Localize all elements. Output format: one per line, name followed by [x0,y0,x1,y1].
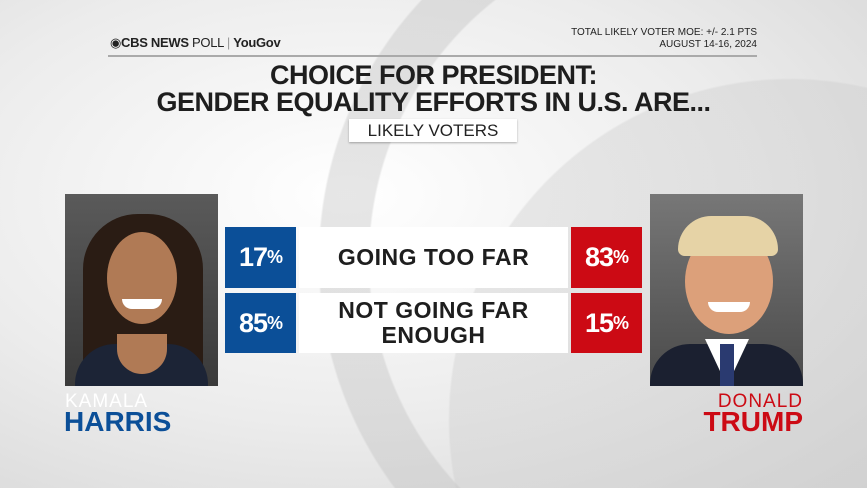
header-divider [108,55,757,57]
row-label: GOING TOO FAR [299,227,568,288]
harris-value: 17% [225,227,296,288]
cbs-eye-icon: ◉ [110,35,122,50]
poll-info: TOTAL LIKELY VOTER MOE: +/- 2.1 PTS AUGU… [571,27,757,51]
row-label: NOT GOING FAR ENOUGH [299,293,568,353]
harris-first-name: KAMALA [65,391,149,412]
trump-value: 15% [571,293,642,353]
cbs-yougov-logo: ◉CBS NEWS POLL | YouGov [110,35,281,50]
likely-voters-badge: LIKELY VOTERS [349,119,517,142]
dates-text: AUGUST 14-16, 2024 [659,39,757,50]
harris-last-name: HARRIS [64,406,172,437]
trump-photo [650,194,803,386]
harris-photo [65,194,218,386]
moe-text: TOTAL LIKELY VOTER MOE: +/- 2.1 PTS [571,27,757,38]
trump-last-name: TRUMP [703,406,803,437]
trump-first-name: DONALD [717,391,803,412]
page-title: CHOICE FOR PRESIDENT: GENDER EQUALITY EF… [156,60,711,117]
harris-value: 85% [225,293,296,353]
trump-value: 83% [571,227,642,288]
